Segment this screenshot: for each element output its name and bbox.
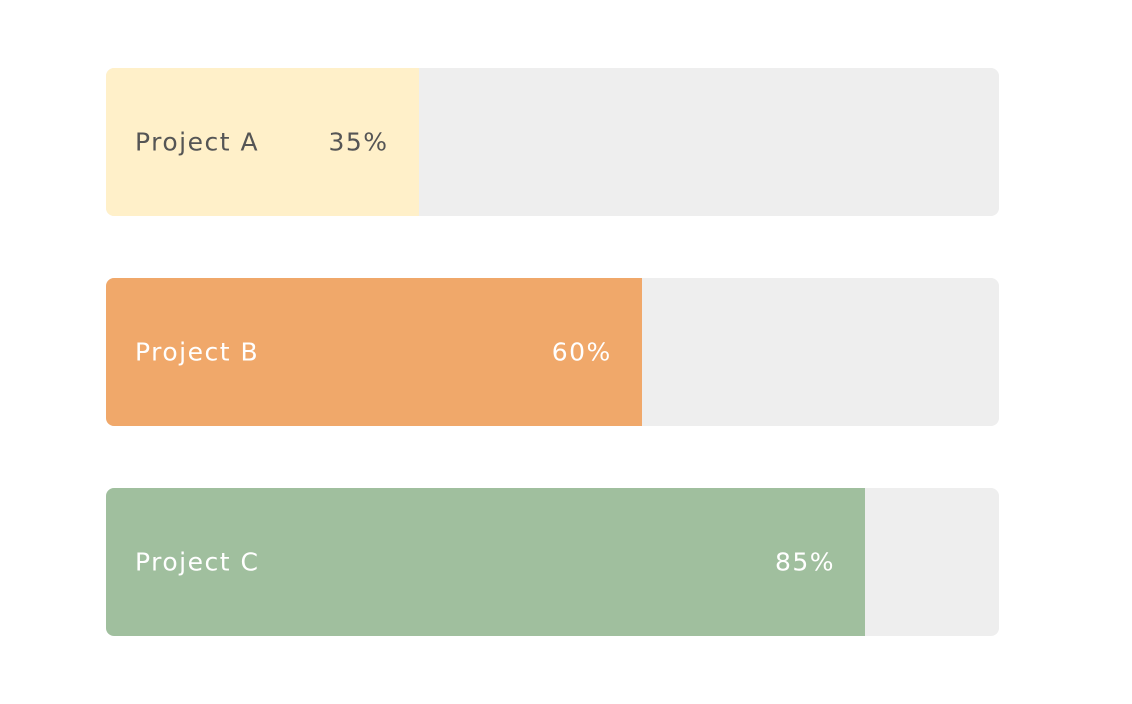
progress-value: 85% [774,547,836,577]
progress-track: Project C 85% [106,488,999,636]
progress-value: 35% [328,127,389,157]
progress-track: Project B 60% [106,278,999,426]
progress-fill [106,278,642,426]
progress-fill [106,68,419,216]
progress-value: 60% [551,337,612,367]
progress-label: Project A [135,127,260,157]
progress-fill [106,488,866,636]
progress-track: Project A 35% [106,68,999,216]
progress-label: Project B [135,337,260,367]
progress-label: Project C [135,547,260,577]
